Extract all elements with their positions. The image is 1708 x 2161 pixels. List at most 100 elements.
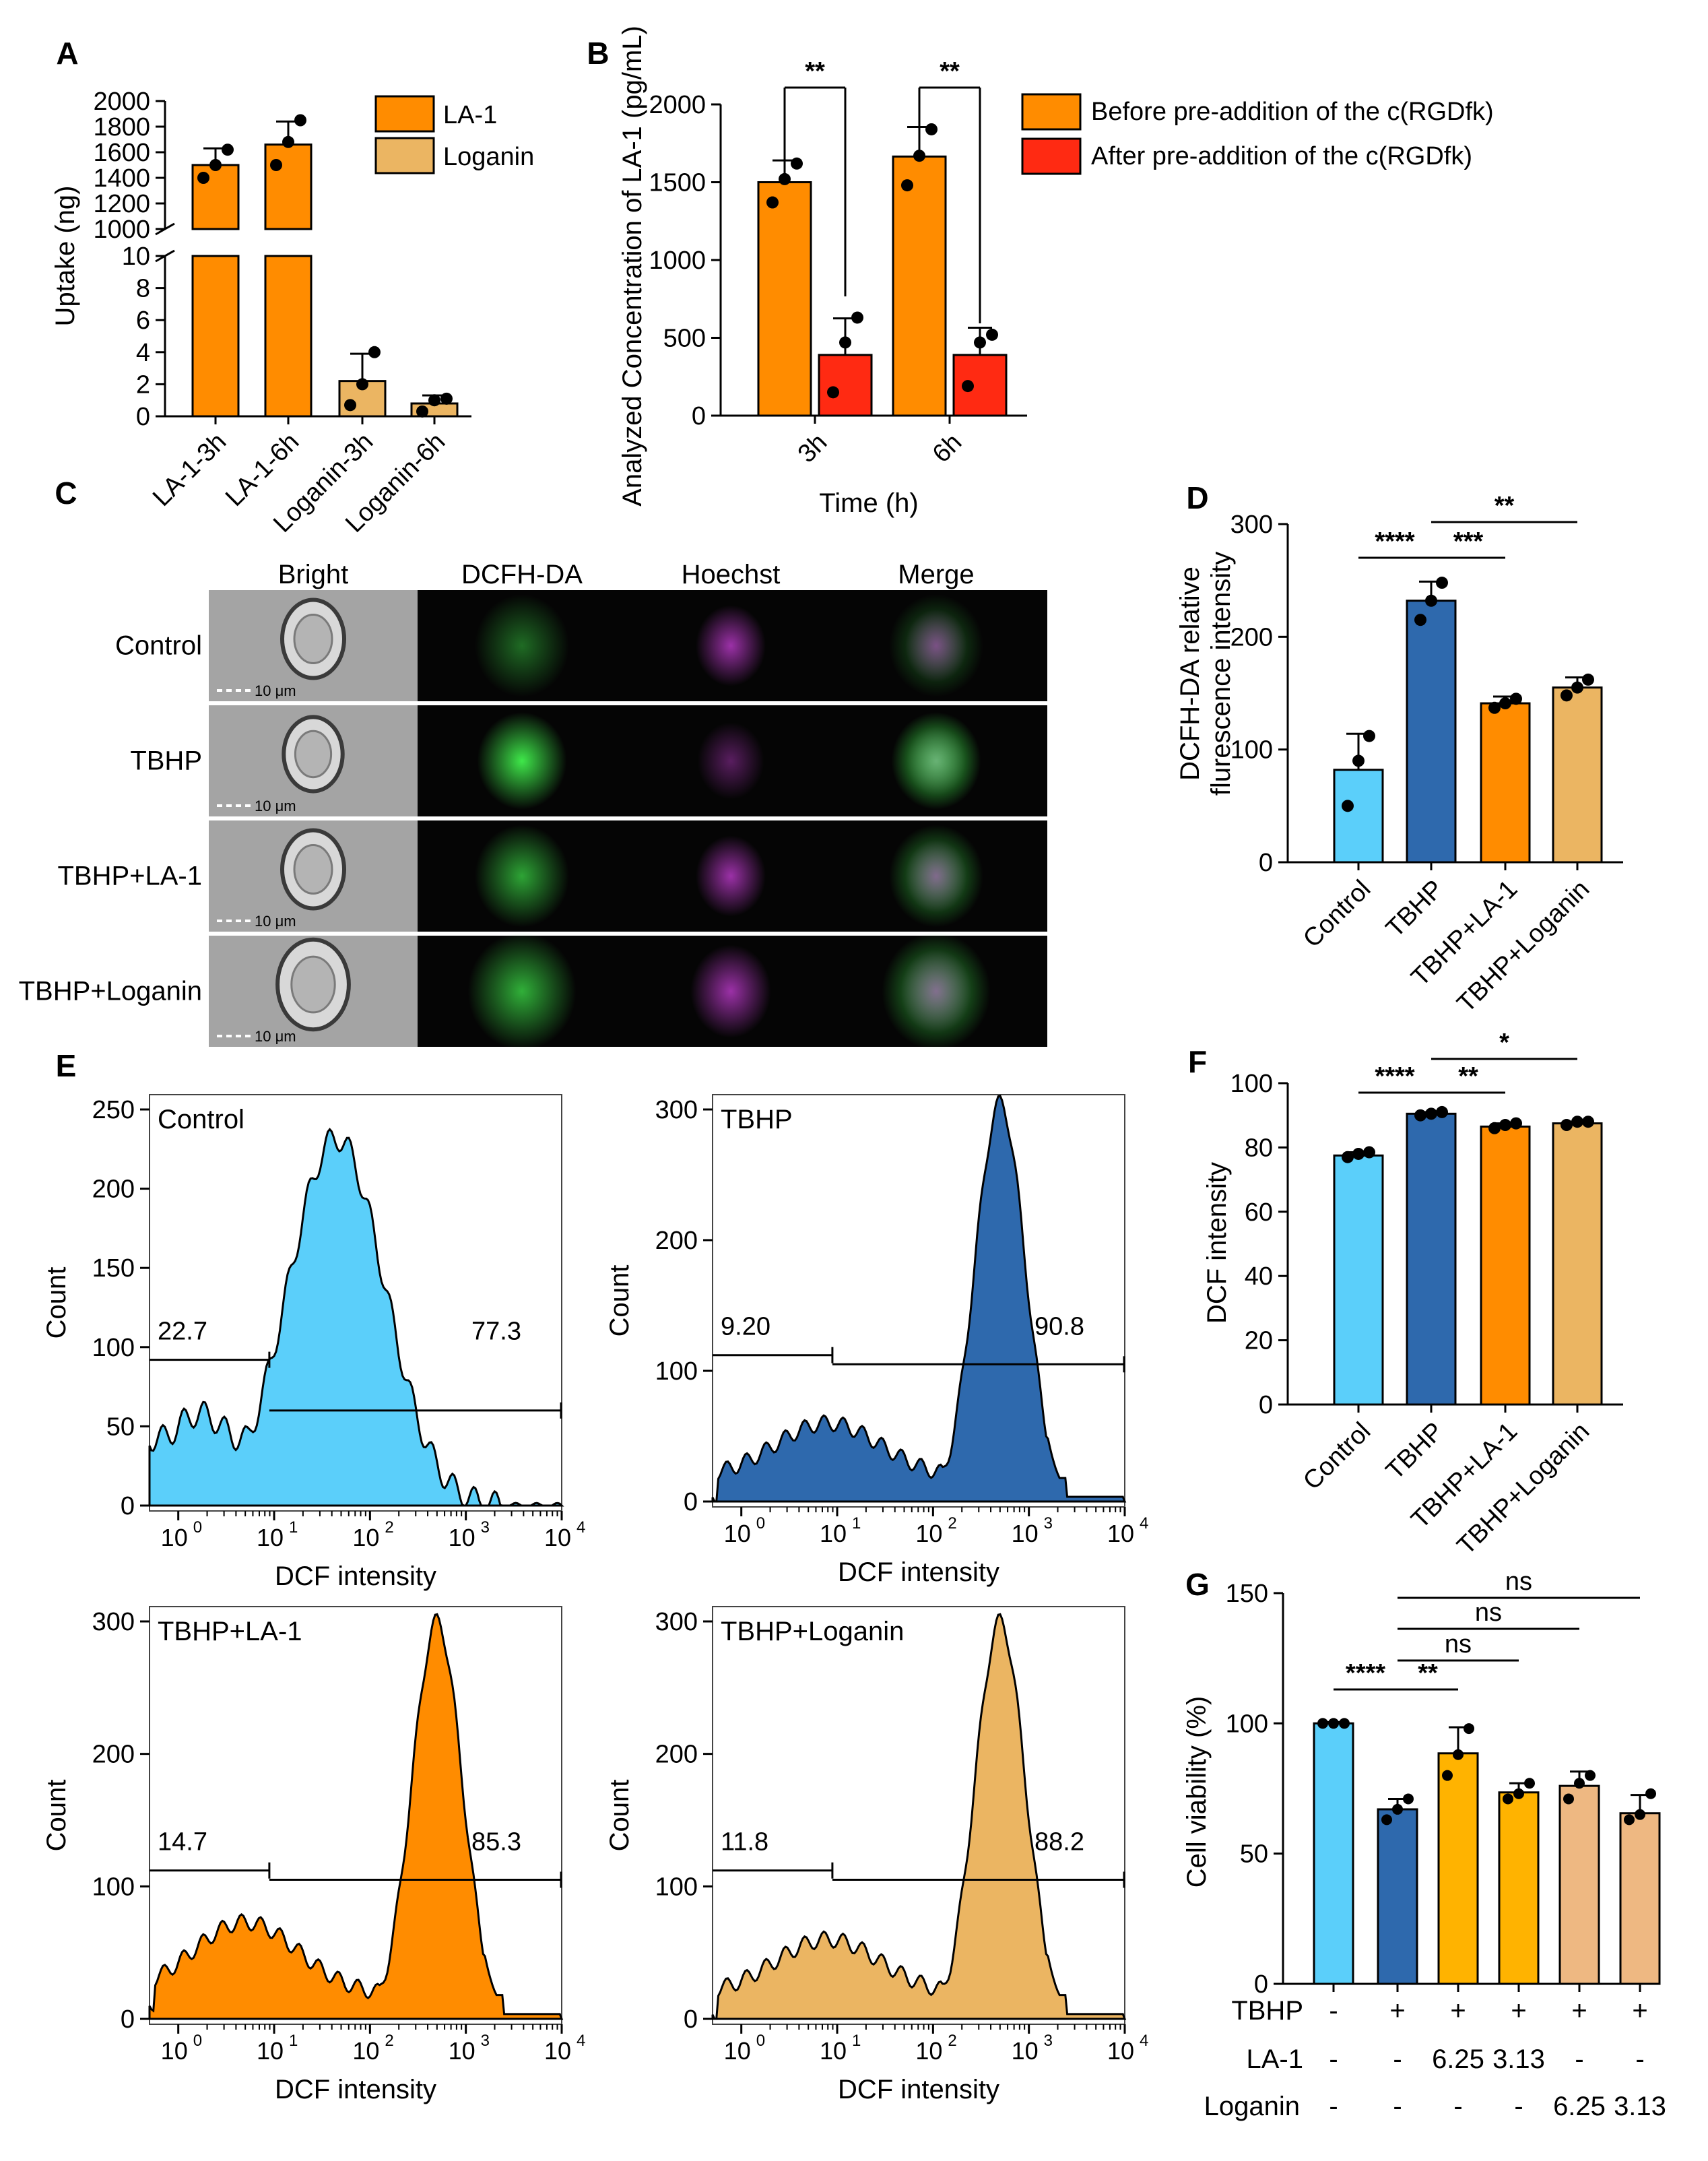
e-xtick-exp: 2 [385, 2032, 393, 2050]
b-xtick-label: 6h [927, 428, 968, 469]
d-sig-1-label: **** [1375, 527, 1414, 556]
g-ylabel: Cell viability (%) [1182, 1696, 1212, 1888]
e-frame-3 [712, 1606, 1125, 2025]
e-xtick-label: 10 [352, 1524, 379, 1551]
e-xtick-label: 10 [449, 2037, 475, 2065]
c-dcfh-cell [475, 594, 569, 697]
e-ytick-label: 150 [92, 1254, 135, 1283]
b-bar-s1-g0 [818, 354, 873, 417]
a-point [440, 392, 453, 405]
e-ytick-label: 200 [92, 1741, 135, 1769]
e-gate-left-value: 22.7 [158, 1318, 207, 1346]
f-point [1425, 1107, 1437, 1120]
c-merge-mag [905, 609, 967, 682]
e-xtick-label: 10 [257, 1524, 284, 1551]
e-title: Control [158, 1105, 244, 1134]
f-bar-1 [1406, 1112, 1457, 1406]
e-xlabel: DCF intensity [838, 2075, 999, 2104]
g-cell: + [1511, 1996, 1526, 2026]
a-xtick-label: LA-1-3h [147, 428, 232, 512]
e-xtick-exp: 2 [948, 2032, 956, 2050]
e-ylabel: Count [42, 1267, 71, 1339]
g-bar-1 [1377, 1808, 1418, 1985]
g-cell: - [1329, 2044, 1338, 2074]
f-point [1582, 1116, 1594, 1128]
b-point [827, 386, 839, 399]
c-scalebar-label: 10 μm [255, 682, 296, 699]
f-point [1363, 1146, 1375, 1159]
g-point [1392, 1803, 1403, 1815]
g-cell: - [1575, 2044, 1583, 2074]
e-gate-left-value: 14.7 [158, 1828, 207, 1857]
g-cell: - [1453, 2092, 1462, 2121]
g-point [1453, 1749, 1464, 1760]
f-bar-2 [1480, 1125, 1531, 1406]
e-xtick-exp: 1 [289, 1518, 298, 1537]
b-point [986, 328, 998, 341]
c-bright-cell-inner [293, 844, 333, 895]
g-point [1645, 1788, 1656, 1799]
g-sig-2-label: ** [1418, 1659, 1438, 1687]
e-gate-right-value: 88.2 [1034, 1828, 1084, 1857]
a-bar-0 [191, 164, 240, 230]
g-ytick-label: 100 [1226, 1710, 1268, 1738]
d-point [1342, 800, 1354, 812]
f-point [1488, 1122, 1501, 1134]
d-xtick-label: Control [1298, 875, 1376, 953]
d-bar-3 [1552, 686, 1603, 864]
f-point [1342, 1151, 1354, 1163]
g-cell: + [1632, 1996, 1647, 2026]
e-ytick-label: 50 [106, 1413, 135, 1441]
f-bar-3 [1552, 1122, 1603, 1406]
g-sig-3-label: ns [1445, 1630, 1472, 1658]
c-column-header: Merge [898, 560, 974, 589]
g-bar-2 [1437, 1752, 1479, 1985]
d-bar-1 [1406, 600, 1457, 864]
f-point [1499, 1119, 1511, 1132]
e-xlabel: DCF intensity [275, 1561, 436, 1591]
e-xtick-exp: 4 [1140, 2032, 1148, 2050]
d-bar-0 [1333, 769, 1384, 864]
c-hoechst-cell [696, 605, 766, 686]
g-point [1339, 1718, 1350, 1729]
a-ytick-label: 4 [136, 339, 150, 367]
panel-label-d: D [1186, 480, 1208, 515]
g-point [1381, 1814, 1392, 1826]
e-ytick-label: 100 [655, 1873, 698, 1901]
g-cell: - [1393, 2044, 1402, 2074]
g-point [1328, 1718, 1339, 1729]
b-sig-3h-label: ** [805, 57, 825, 86]
g-point [1563, 1793, 1574, 1805]
b-bar-s0-g1 [892, 155, 947, 417]
f-xtick-label: TBHP+Loganin [1452, 1417, 1596, 1561]
d-point [1561, 689, 1573, 702]
e-xtick-label: 10 [352, 2037, 379, 2065]
a-point [270, 159, 282, 171]
c-dcfh-cell [477, 712, 567, 810]
b-point [791, 157, 803, 170]
e-xtick-label: 10 [724, 1520, 751, 1547]
f-sig-1-label: **** [1375, 1062, 1414, 1091]
e-xtick-exp: 1 [852, 1514, 861, 1533]
panel-label-e: E [56, 1048, 77, 1083]
a-point [356, 378, 368, 391]
e-ytick-label: 0 [121, 1492, 135, 1520]
a-point [282, 135, 294, 148]
g-point [1524, 1778, 1535, 1789]
c-scalebar-label: 10 μm [255, 1028, 296, 1045]
a-bar-1-lower [264, 255, 313, 418]
f-ytick-label: 0 [1259, 1391, 1273, 1419]
d-ytick-label: 300 [1230, 511, 1273, 539]
e-xtick-label: 10 [1107, 1520, 1134, 1547]
f-ytick-label: 60 [1245, 1198, 1273, 1227]
g-bar-5 [1619, 1812, 1661, 1985]
a-bar-1 [264, 143, 313, 230]
e-xtick-label: 10 [1012, 1520, 1039, 1547]
e-xtick-exp: 1 [289, 2032, 298, 2050]
e-xtick-exp: 3 [481, 2032, 490, 2050]
f-xtick-label: Control [1298, 1417, 1376, 1495]
a-ytick-label: 1800 [93, 113, 150, 141]
g-cell: 3.13 [1492, 2044, 1545, 2074]
g-cell: - [1329, 2092, 1338, 2121]
c-column-header: Bright [278, 560, 349, 589]
